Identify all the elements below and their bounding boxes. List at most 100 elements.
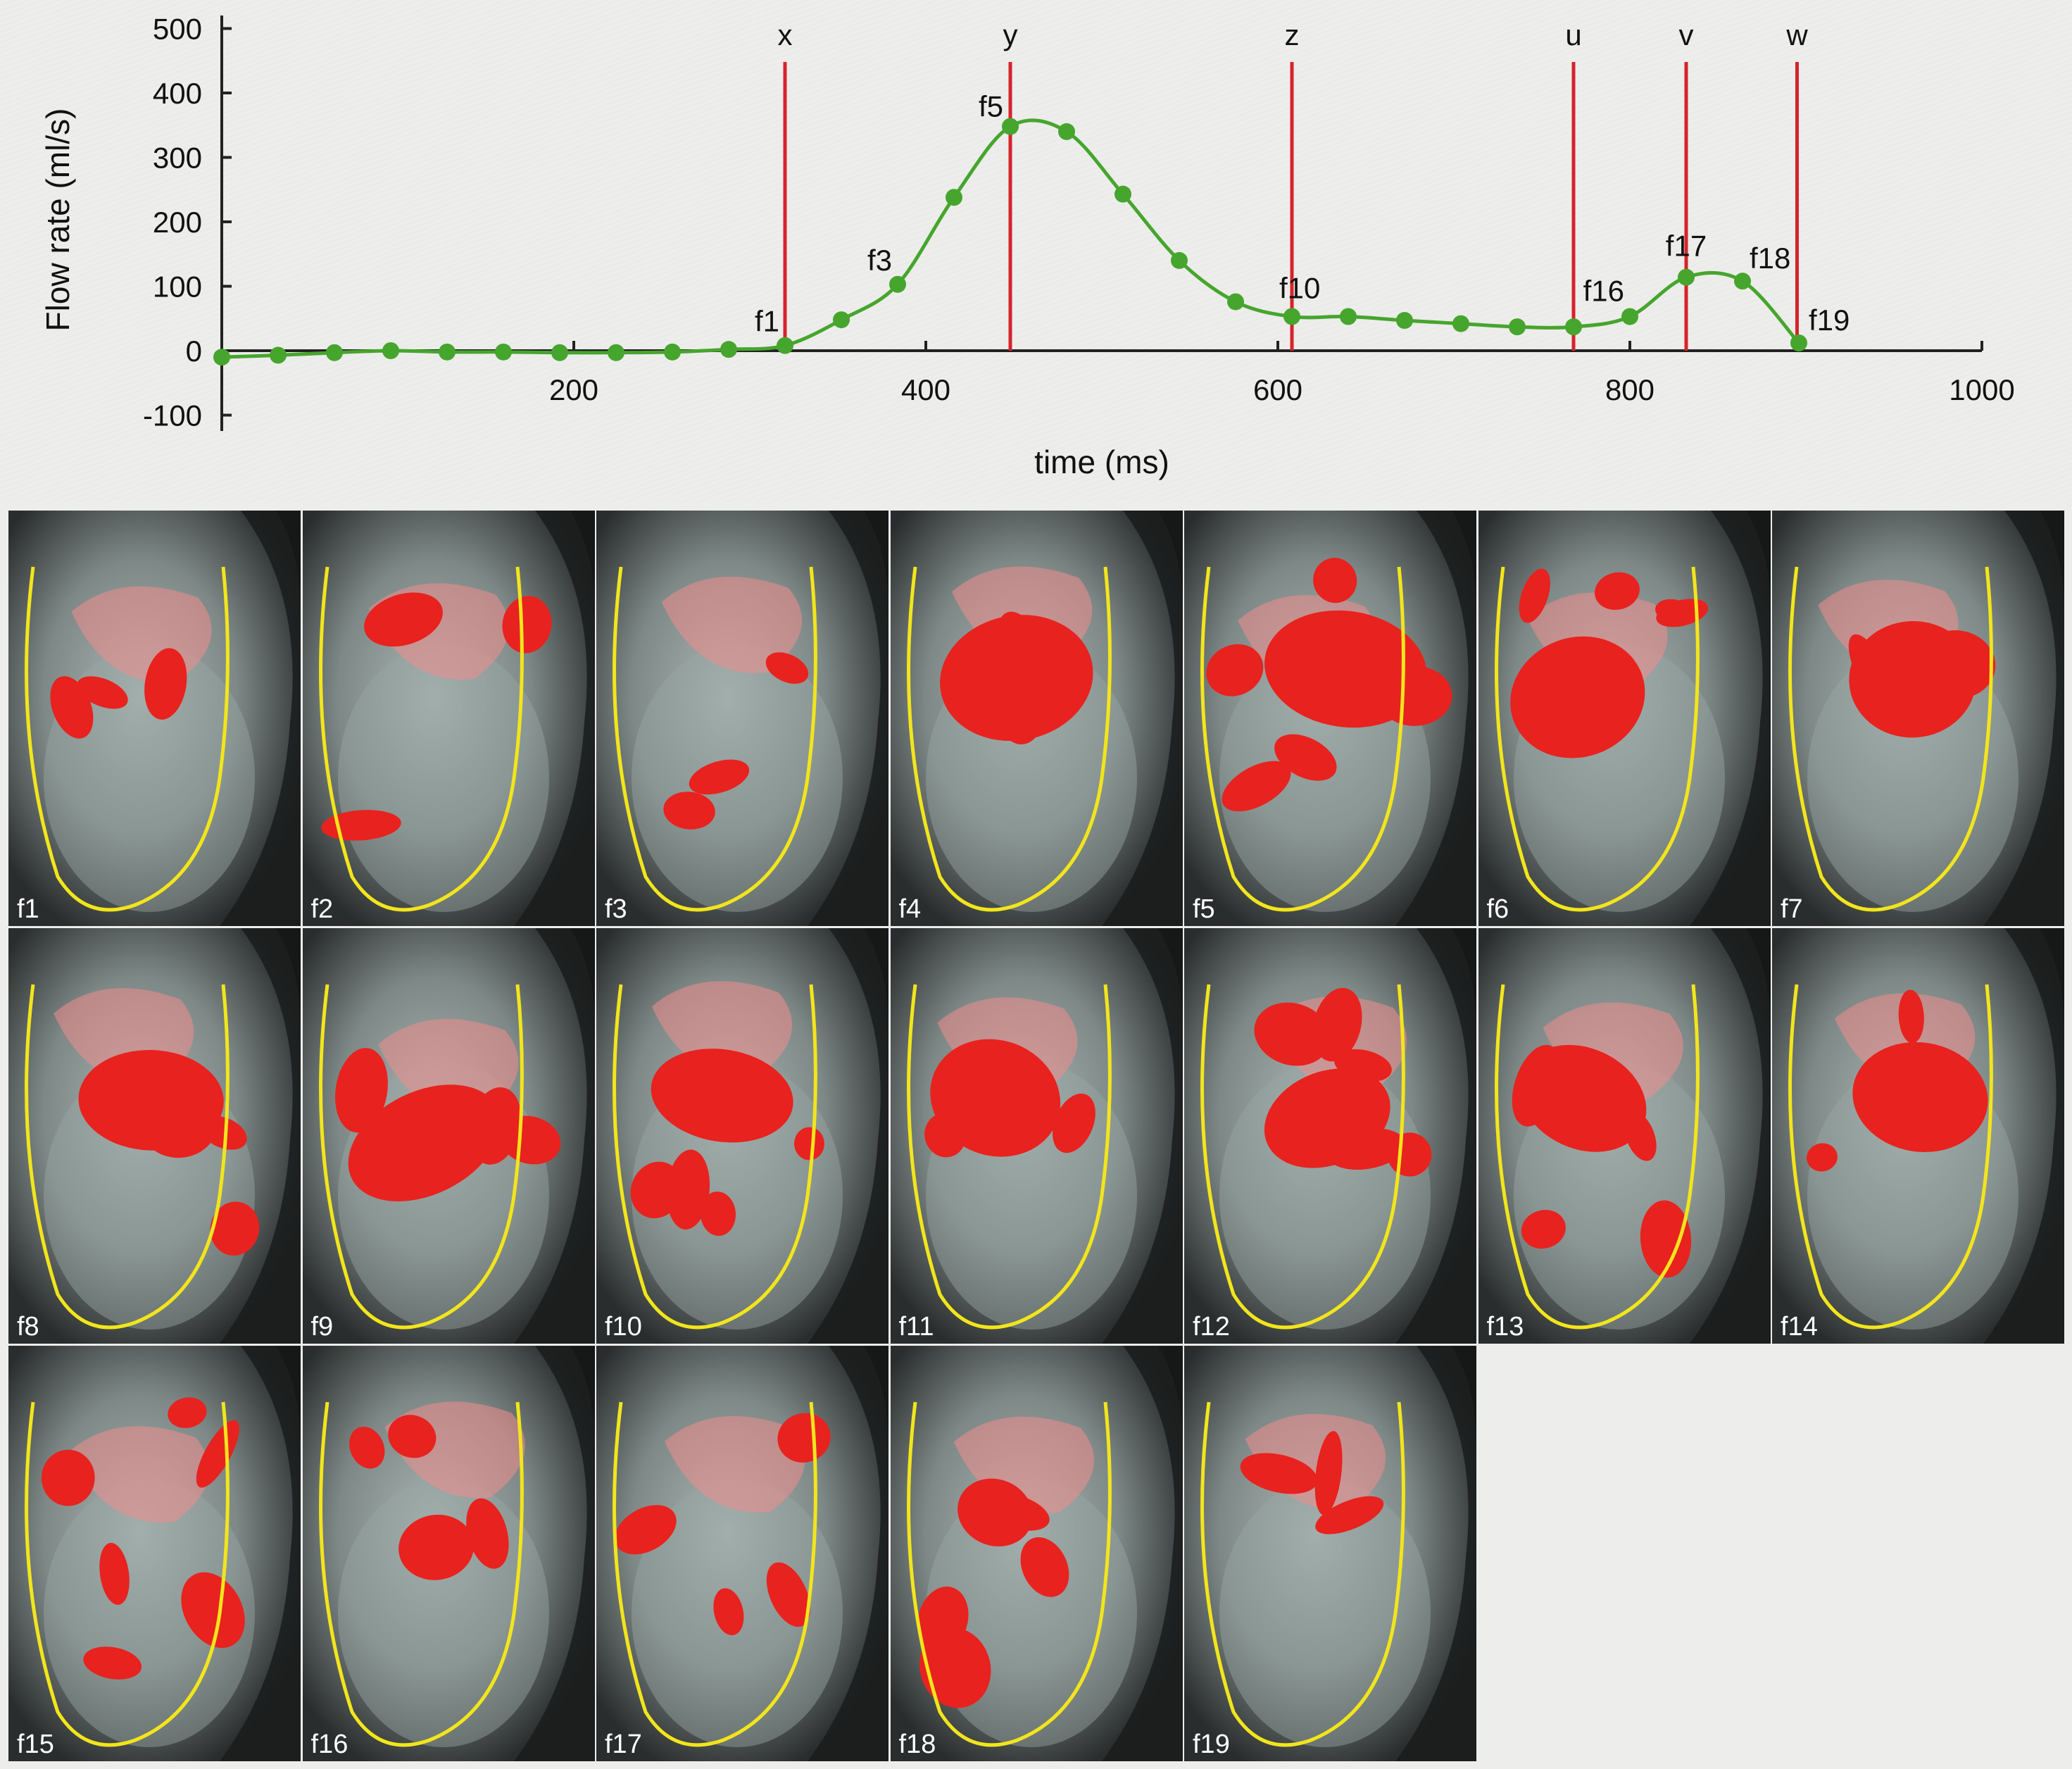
y-tick-label: 100 <box>153 270 202 304</box>
event-marker-label: x <box>778 18 793 51</box>
flow-blob <box>1594 572 1640 611</box>
ventricle-contour <box>613 984 817 1330</box>
flow-data-point <box>1283 308 1300 325</box>
flow-blob <box>1254 1002 1331 1066</box>
frame-label: f12 <box>1193 1312 1230 1342</box>
flow-blob <box>1326 1128 1406 1170</box>
flow-data-point <box>1171 251 1188 269</box>
flow-blob <box>765 652 809 684</box>
ventricle-contour <box>1788 566 1993 912</box>
event-marker-label: v <box>1679 18 1694 51</box>
myocardium-dark <box>1983 928 2064 1344</box>
frame-label: f3 <box>605 894 627 924</box>
ventricle-contour <box>1494 984 1700 1330</box>
frame-image <box>302 928 595 1344</box>
ventricle-cavity <box>337 644 549 912</box>
flow-blob <box>465 1498 509 1569</box>
flow-blob <box>1313 558 1357 604</box>
flow-blob <box>667 1149 710 1230</box>
frame-image <box>596 511 889 926</box>
myocardium-dark <box>1395 1346 1476 1761</box>
y-tick-label: 400 <box>153 77 202 110</box>
frame-label: f8 <box>17 1312 39 1342</box>
flow-blob <box>981 1492 1050 1531</box>
flow-data-point <box>1509 318 1526 336</box>
flow-data-point <box>946 189 962 206</box>
ventricle-contour <box>906 566 1112 912</box>
event-marker-label: y <box>1003 18 1018 51</box>
frame-image <box>1184 928 1476 1344</box>
myocardium-dark <box>1101 928 1183 1344</box>
flow-blob <box>83 1646 142 1680</box>
flow-blob <box>766 1562 810 1627</box>
flow-blob <box>924 1113 966 1158</box>
frame-panel-f6: f6 <box>1478 511 1771 926</box>
myocardium-dark <box>513 511 595 926</box>
myocardium-dark <box>1101 511 1183 926</box>
flow-blob <box>1020 1537 1069 1597</box>
myocardium-dark <box>808 1346 889 1761</box>
frame-panel-f18: f18 <box>890 1346 1183 1761</box>
frame-image <box>1478 928 1771 1344</box>
myocardium-dark <box>1689 511 1771 926</box>
flow-frames-grid: f1 f2 f3 f4 f5 f6 f7 f8 f9 f10 f11 f12 f13 f14 f15 f16 f… <box>8 511 2072 1769</box>
point-label-f5: f5 <box>979 90 1003 123</box>
flow-blob <box>794 1127 824 1161</box>
myocardium-dark <box>220 1346 301 1761</box>
point-label-f16: f16 <box>1583 275 1624 308</box>
flow-blob <box>50 676 94 739</box>
flow-blob <box>1624 1111 1657 1161</box>
x-tick-label: 600 <box>1253 373 1302 406</box>
frame-label: f7 <box>1781 894 1803 924</box>
myocardium-dark <box>513 1346 595 1761</box>
ventricle-contour <box>318 984 524 1330</box>
flow-blob <box>1807 1143 1838 1172</box>
flow-blob <box>663 792 715 830</box>
frame-label: f15 <box>17 1730 54 1759</box>
frame-image <box>1478 511 1771 926</box>
frame-panel-f4: f4 <box>890 511 1183 926</box>
flow-blob <box>181 1572 245 1649</box>
ventricle-contour <box>25 566 230 912</box>
y-tick-label: 200 <box>153 206 202 239</box>
event-marker-label: u <box>1565 18 1581 51</box>
flow-data-point <box>439 343 456 361</box>
frame-panel-f14: f14 <box>1772 928 2064 1344</box>
flow-blob <box>1852 1042 1988 1153</box>
frame-panel-f12: f12 <box>1184 928 1476 1344</box>
flow-blob <box>1640 1200 1691 1278</box>
frame-panel-f1: f1 <box>8 511 301 926</box>
ventricle-contour <box>613 1401 817 1747</box>
event-marker-label: z <box>1285 18 1300 51</box>
flow-data-point <box>608 344 624 361</box>
frame-panel-f17: f17 <box>596 1346 889 1761</box>
frame-panel-f13: f13 <box>1478 928 1771 1344</box>
flow-curve-group <box>213 118 1807 366</box>
frame-image <box>890 511 1183 926</box>
x-tick-label: 800 <box>1605 373 1655 406</box>
flow-blob <box>41 1449 95 1506</box>
y-tick-label: -100 <box>143 399 202 432</box>
point-label-f10: f10 <box>1279 272 1320 305</box>
ventricle-contour <box>906 1401 1112 1747</box>
frame-label: f5 <box>1193 894 1215 924</box>
flow-blob <box>502 596 551 654</box>
flow-blob <box>196 1420 239 1488</box>
frame-image <box>1184 511 1476 926</box>
ventricle-contour <box>1200 566 1405 912</box>
flow-data-point <box>1621 308 1638 325</box>
myocardium-dark <box>220 928 301 1344</box>
flow-blob <box>362 1155 398 1191</box>
flow-data-point <box>720 341 737 358</box>
frame-panel-f2: f2 <box>302 511 595 926</box>
flow-blob <box>1315 1496 1384 1534</box>
point-label-f3: f3 <box>867 244 892 277</box>
myocardium-dark <box>1689 928 1771 1344</box>
x-axis-label: time (ms) <box>1034 444 1169 480</box>
translucent-flow-region <box>68 1426 210 1523</box>
frame-image <box>8 1346 301 1761</box>
frame-label: f11 <box>898 1312 934 1342</box>
ventricle-contour <box>1200 1401 1405 1747</box>
